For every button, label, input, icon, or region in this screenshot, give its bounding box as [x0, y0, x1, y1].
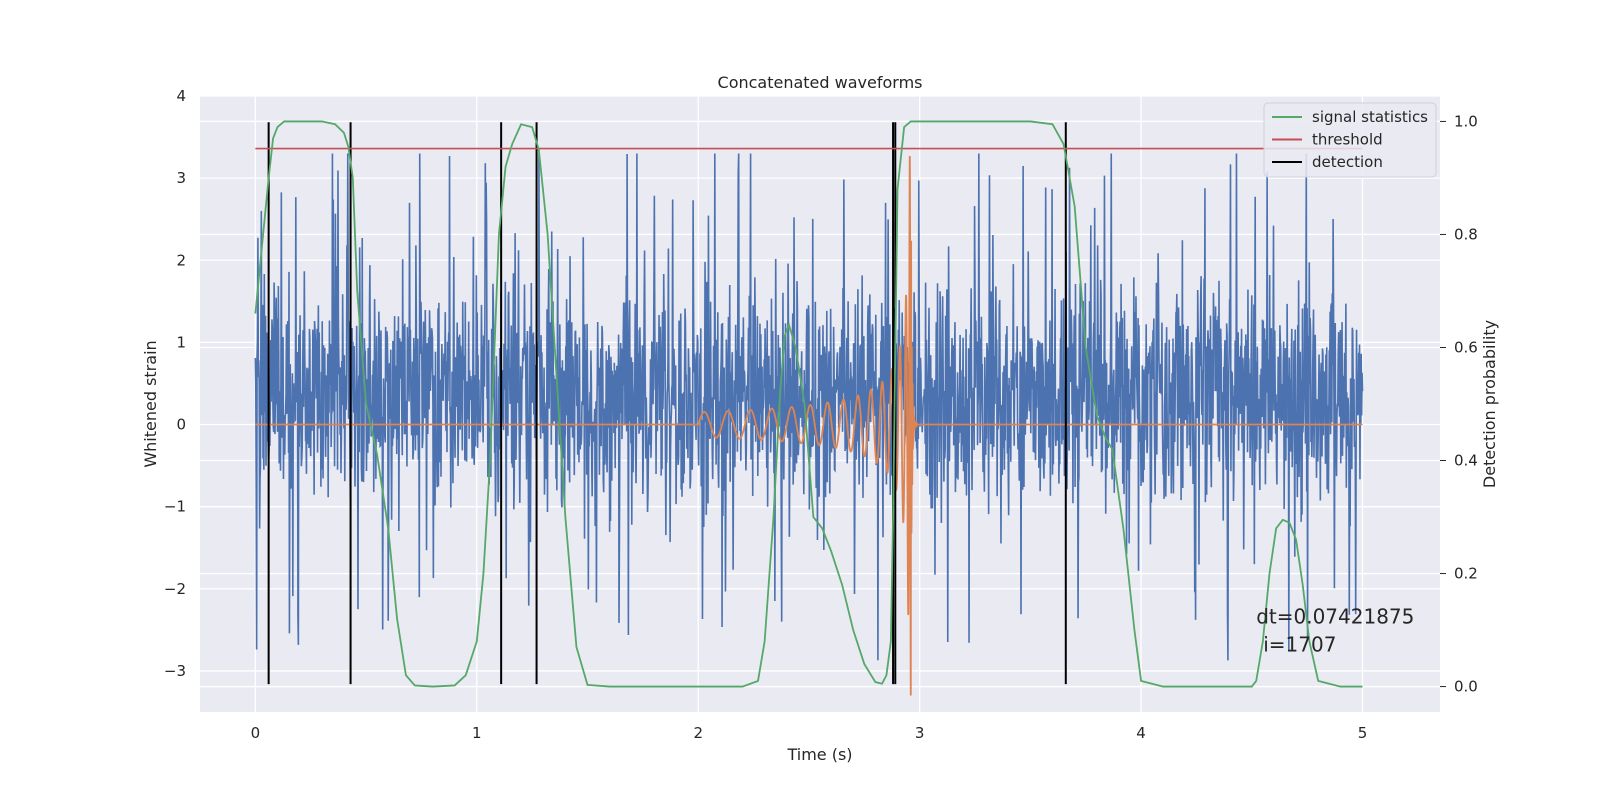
y-tick-label: 1 — [176, 333, 186, 351]
y2-tick-label: 1.0 — [1454, 112, 1478, 130]
y-axis-ticks: −3 −2 −1 0 1 2 3 4 — [164, 87, 186, 680]
legend: signal statistics threshold detection — [1263, 102, 1437, 178]
annotation-line: i=1707 — [1263, 632, 1336, 656]
x-tick-label: 1 — [472, 724, 482, 742]
annotation-line: dt=0.07421875 — [1256, 604, 1414, 628]
x-tick-label: 5 — [1358, 724, 1368, 742]
strain-noise-series — [254, 153, 1364, 661]
x-tick-label: 2 — [693, 724, 703, 742]
y-tick-label: 0 — [176, 416, 186, 434]
x-tick-label: 0 — [251, 724, 261, 742]
y2-tick-label: 0.4 — [1454, 452, 1478, 470]
y2-axis-ticks: 0.0 0.2 0.4 0.6 0.8 1.0 — [1440, 112, 1478, 696]
legend-label: detection — [1312, 153, 1383, 171]
legend-box — [1263, 102, 1437, 178]
y-axis-label: Whitened strain — [141, 340, 160, 467]
y2-axis-label: Detection probability — [1480, 320, 1499, 488]
y-tick-label: 3 — [176, 169, 186, 187]
y2-tick-label: 0.2 — [1454, 565, 1478, 583]
y2-tick-label: 0.6 — [1454, 338, 1478, 356]
legend-label: threshold — [1312, 131, 1383, 149]
y-tick-label: −1 — [164, 498, 186, 516]
injected-chirp-series — [255, 155, 1363, 696]
y-tick-label: −2 — [164, 580, 186, 598]
legend-label: signal statistics — [1312, 108, 1428, 126]
annotation-text: dt=0.07421875 i=1707 — [1256, 604, 1414, 656]
signal-statistics-series — [254, 120, 1363, 688]
x-tick-label: 3 — [915, 724, 925, 742]
y2-tick-label: 0.8 — [1454, 225, 1478, 243]
y-tick-label: −3 — [164, 662, 186, 680]
x-tick-label: 4 — [1136, 724, 1146, 742]
y2-tick-label: 0.0 — [1454, 678, 1478, 696]
y-tick-label: 2 — [176, 251, 186, 269]
x-axis-label: Time (s) — [786, 745, 852, 764]
x-axis-ticks: 0 1 2 3 4 5 — [251, 724, 1368, 742]
chart-title: Concatenated waveforms — [718, 73, 923, 92]
y-tick-label: 4 — [176, 87, 186, 105]
